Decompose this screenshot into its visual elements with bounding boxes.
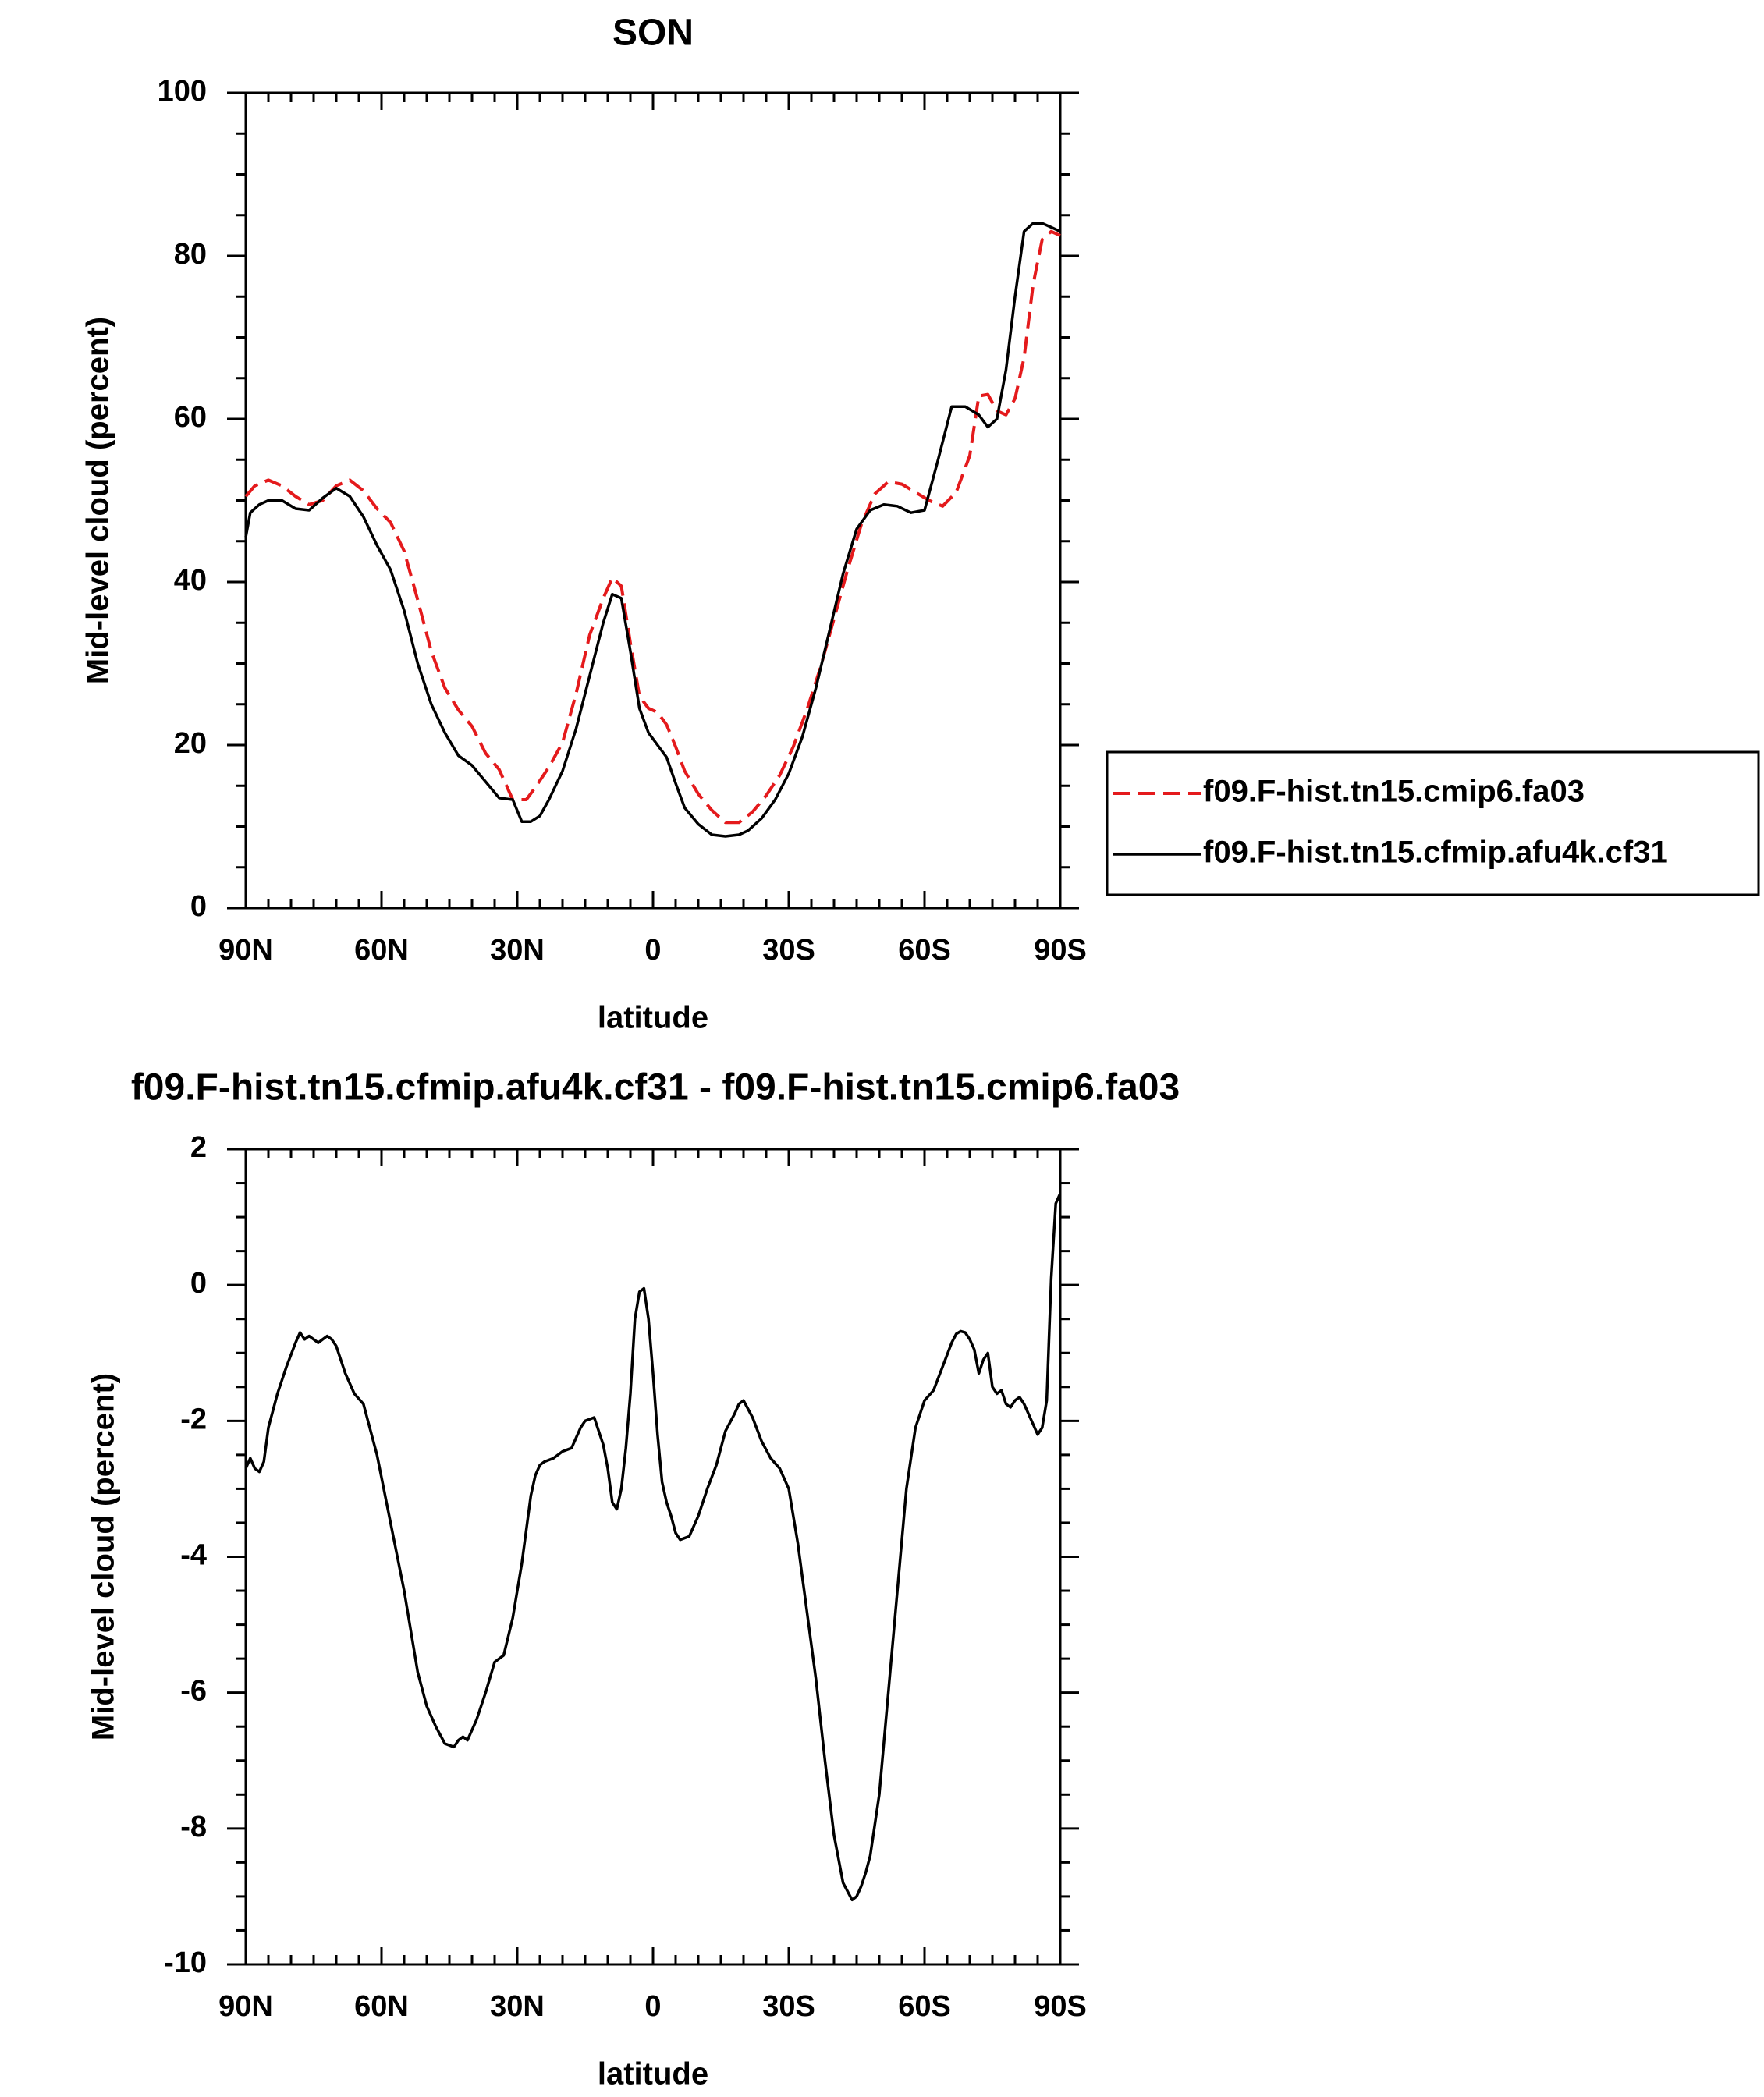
chart-title: f09.F-hist.tn15.cfmip.afu4k.cf31 - f09.F…	[131, 1067, 1180, 1109]
y-tick-label: 20	[174, 727, 207, 760]
legend-label-2: f09.F-hist.tn15.cfmip.afu4k.cf31	[1203, 836, 1668, 870]
x-tick-label: 60S	[898, 1990, 951, 2023]
y-tick-label: 80	[174, 238, 207, 271]
x-tick-label: 30N	[490, 1990, 545, 2023]
panel-difference: f09.F-hist.tn15.cfmip.afu4k.cf31 - f09.F…	[87, 1067, 1180, 2092]
plot-frame	[244, 1148, 1062, 1966]
x-tick-label: 60S	[898, 934, 951, 967]
y-tick-label: -2	[180, 1403, 207, 1435]
x-tick-label: 90S	[1034, 934, 1087, 967]
x-axis-label: latitude	[598, 1001, 708, 1035]
y-tick-label: -8	[180, 1811, 207, 1843]
y-tick-label: 0	[190, 1267, 207, 1300]
x-axis-label: latitude	[598, 2057, 708, 2092]
y-tick-label: 0	[190, 890, 207, 923]
y-tick-label: 60	[174, 401, 207, 434]
y-tick-label: -10	[164, 1946, 207, 1979]
series-line-1	[244, 1192, 1062, 1902]
y-tick-label: -4	[180, 1539, 207, 1572]
x-tick-label: 90N	[218, 934, 273, 967]
x-tick-label: 0	[644, 934, 661, 967]
plot-frame	[244, 91, 1062, 910]
y-axis-label: Mid-level cloud (percent)	[87, 1373, 121, 1740]
legend-label-1: f09.F-hist.tn15.cmip6.fa03	[1203, 775, 1585, 809]
chart-title: SON	[612, 12, 694, 54]
y-tick-label: 100	[158, 75, 207, 108]
x-tick-label: 60N	[354, 1990, 409, 2023]
x-tick-label: 30N	[490, 934, 545, 967]
y-tick-label: -6	[180, 1675, 207, 1708]
x-tick-label: 90S	[1034, 1990, 1087, 2023]
x-tick-label: 30S	[762, 1990, 815, 2023]
x-tick-label: 0	[644, 1990, 661, 2023]
series-line-1	[244, 229, 1061, 825]
y-tick-label: 2	[190, 1131, 207, 1164]
x-tick-label: 30S	[762, 934, 815, 967]
y-tick-label: 40	[174, 564, 207, 597]
x-tick-label: 60N	[354, 934, 409, 967]
y-axis-label: Mid-level cloud (percent)	[81, 317, 115, 684]
panel-mean: SON 90N 60N 30N 0 30S 60S 90S 0 20 40 60 80 100 latitu…	[81, 12, 1760, 1035]
series-line-2	[244, 222, 1061, 838]
legend-box	[1106, 750, 1760, 896]
x-tick-label: 90N	[218, 1990, 273, 2023]
